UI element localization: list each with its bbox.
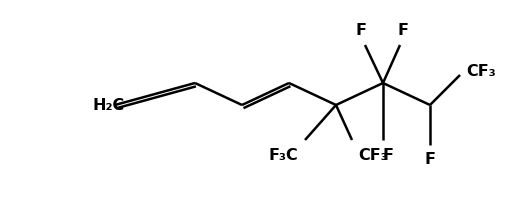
Text: F: F — [424, 152, 435, 167]
Text: F: F — [355, 23, 366, 38]
Text: CF₃: CF₃ — [358, 148, 387, 163]
Text: F₃C: F₃C — [268, 148, 297, 163]
Text: H₂C: H₂C — [92, 98, 125, 113]
Text: CF₃: CF₃ — [465, 64, 495, 80]
Text: F: F — [397, 23, 408, 38]
Text: F: F — [382, 148, 393, 163]
